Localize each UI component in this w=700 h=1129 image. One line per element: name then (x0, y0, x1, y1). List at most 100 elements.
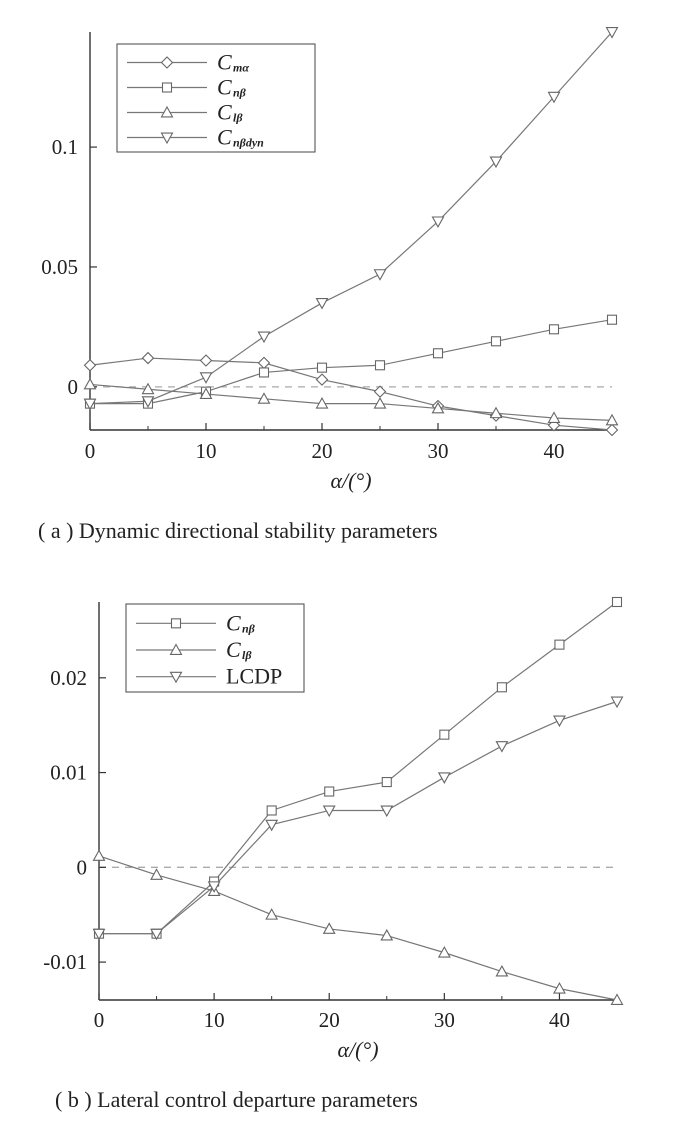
data-point (553, 715, 566, 728)
legend-swatch-marker (170, 618, 182, 629)
legend-label-subscript: lβ (233, 111, 243, 125)
data-point (373, 269, 387, 281)
data-point (495, 964, 509, 977)
data-point (207, 881, 221, 893)
data-point (199, 372, 213, 384)
data-point (431, 216, 445, 229)
legend-swatch-marker (169, 643, 183, 655)
data-point (373, 385, 387, 398)
legend-swatch-marker (160, 56, 174, 69)
legend-label: C (217, 125, 232, 150)
data-point (489, 406, 503, 419)
y-tick-label: 0 (68, 375, 79, 399)
legend-label-subscript: nβ (242, 621, 256, 635)
legend-swatch-marker (160, 105, 174, 118)
data-point (199, 354, 213, 367)
data-point (258, 367, 270, 378)
data-point (92, 928, 106, 941)
legend-swatch-marker (160, 132, 174, 145)
legend-box (116, 43, 316, 153)
x-tick-label: 10 (204, 1008, 225, 1032)
data-point (380, 928, 394, 941)
data-point (257, 392, 271, 404)
data-point (373, 396, 387, 409)
data-point (439, 729, 450, 740)
data-point (374, 360, 386, 371)
data-point (606, 314, 618, 325)
legend-label: C (217, 100, 232, 125)
chart-caption: ( b ) Lateral control departure paramete… (55, 1087, 418, 1112)
data-point (553, 981, 566, 994)
series-line (99, 700, 618, 935)
data-point (437, 945, 451, 958)
legend-label: C (226, 610, 241, 635)
y-tick-label: 0 (77, 855, 88, 879)
data-point (605, 413, 619, 426)
data-point (150, 868, 163, 880)
legend-label: LCDP (226, 664, 282, 689)
x-tick-label: 40 (549, 1008, 570, 1032)
y-tick-label: 0.01 (50, 761, 87, 785)
chart-b: 0 10 20 30 40 -0.01 0 0.01 0.02 α/(°) C nβC lβ LCDP ( … (43, 596, 624, 1112)
data-point (315, 396, 329, 409)
legend-label-subscript: nβdyn (233, 136, 264, 150)
x-tick-label: 0 (94, 1008, 105, 1032)
data-point (605, 27, 619, 39)
legend-label-subscript: lβ (242, 648, 252, 662)
data-point (496, 682, 507, 693)
legend-swatch-marker (169, 671, 183, 684)
series-3 (83, 27, 619, 411)
legend-label-subscript: mα (233, 61, 249, 75)
data-point (265, 908, 279, 920)
data-point (141, 351, 155, 365)
series-line (89, 31, 613, 405)
data-point (150, 928, 163, 941)
y-tick-label: 0.05 (41, 255, 78, 279)
data-point (266, 805, 277, 816)
y-tick-label: 0.02 (50, 666, 87, 690)
data-point (257, 356, 271, 370)
data-point (610, 993, 624, 1005)
data-point (141, 382, 155, 395)
data-point (83, 358, 97, 372)
data-point (489, 156, 503, 169)
legend-label: C (226, 637, 241, 662)
legend-swatch-marker (161, 82, 173, 93)
series-line (98, 855, 618, 1001)
data-point (490, 336, 502, 347)
y-tick-label: 0.1 (52, 135, 78, 159)
data-point (322, 805, 336, 818)
data-point (324, 786, 335, 797)
data-point (83, 377, 97, 390)
series-2 (83, 377, 619, 426)
data-point (605, 423, 619, 437)
series-line (89, 383, 613, 422)
series-line (90, 319, 613, 405)
x-axis-label: α/(°) (330, 468, 371, 493)
data-point (141, 396, 155, 408)
y-tick-label: -0.01 (43, 950, 87, 974)
x-tick-label: 30 (434, 1008, 455, 1032)
x-tick-label: 40 (544, 439, 565, 463)
x-tick-label: 10 (196, 439, 217, 463)
data-point (437, 772, 451, 784)
series-line (89, 357, 613, 431)
legend-label: C (217, 75, 232, 100)
data-point (265, 819, 279, 832)
data-point (547, 411, 561, 423)
chart-caption: ( a ) Dynamic directional stability para… (38, 518, 438, 543)
legend-label-subscript: nβ (233, 86, 247, 100)
x-tick-label: 30 (428, 439, 449, 463)
data-point (380, 805, 394, 818)
data-point (381, 776, 392, 788)
data-point (610, 696, 624, 709)
x-tick-label: 20 (319, 1008, 340, 1032)
data-point (611, 596, 623, 608)
data-point (315, 297, 329, 310)
legend-label: C (217, 50, 232, 75)
x-tick-label: 20 (312, 439, 333, 463)
